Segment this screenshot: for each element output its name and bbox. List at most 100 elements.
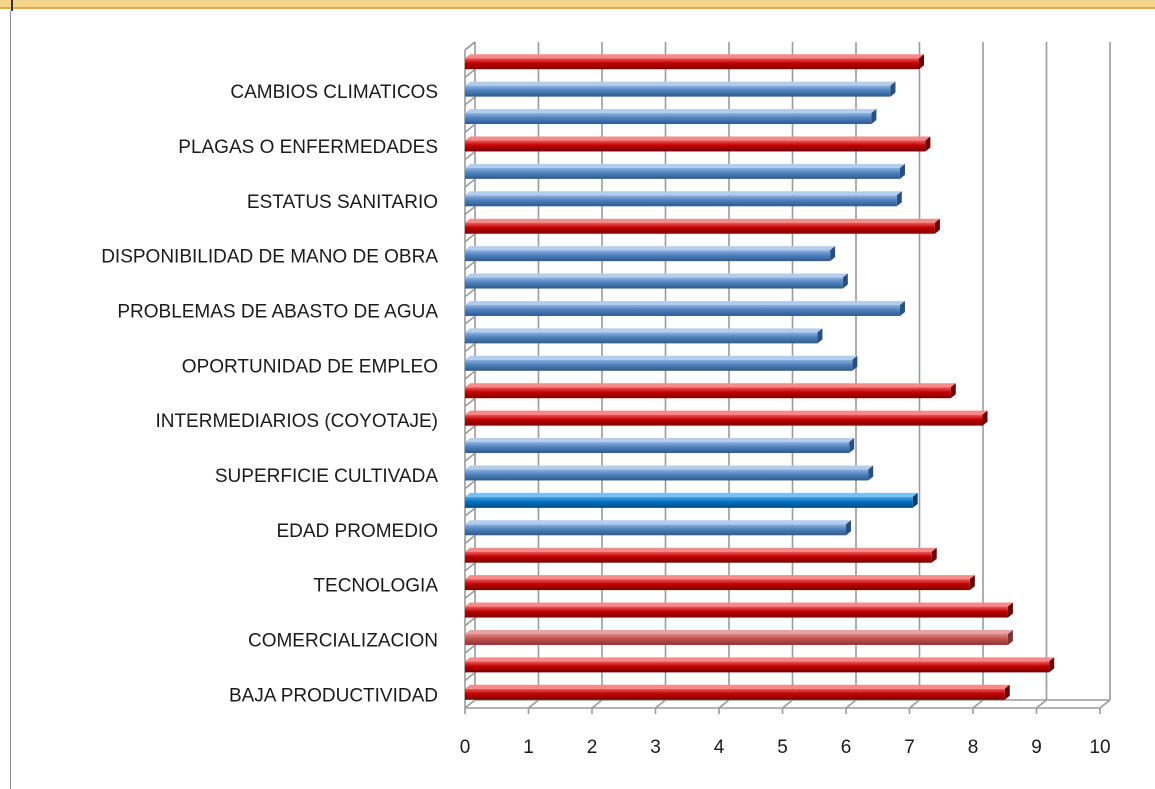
category-label: OPORTUNIDAD DE EMPLEO: [182, 356, 438, 377]
category-tick: [464, 370, 476, 380]
category-tick: [464, 288, 476, 298]
category-tick: [464, 671, 476, 682]
bar-top-face: [465, 438, 855, 443]
bar-18: [465, 191, 902, 207]
bar-front-face: [465, 58, 920, 70]
category-tick: [464, 644, 476, 654]
bar-front-face: [465, 442, 850, 454]
x-tick-label: 4: [714, 737, 725, 758]
category-label: EDAD PROMEDIO: [276, 521, 438, 542]
bar-end-face: [842, 273, 848, 289]
category-label: PLAGAS O ENFERMEDADES: [178, 137, 438, 158]
bar-end-face: [969, 575, 975, 591]
category-label: SUPERFICIE CULTIVADA: [215, 466, 438, 487]
bar-front-face: [465, 469, 869, 481]
floor-diagonal-7: [909, 699, 920, 709]
bar-22: [465, 81, 896, 97]
bar-top-face: [465, 520, 851, 525]
x-tick-label: 8: [968, 737, 979, 758]
category-tick: [464, 205, 476, 216]
bar-1: [465, 657, 1055, 673]
bar-end-face: [868, 465, 874, 481]
bar-14: [465, 300, 905, 316]
bar-end-face: [934, 218, 940, 234]
bar-end-face: [817, 328, 823, 344]
bar-top-face: [465, 492, 918, 497]
category-tick: [464, 178, 476, 188]
bar-8: [465, 465, 874, 481]
bar-front-face: [465, 113, 872, 125]
x-tick-labels: 0 1 2 3 4 5 6 7 8 9 10: [460, 737, 1111, 758]
bar-top-face: [465, 629, 1013, 634]
bar-0: [465, 684, 1010, 700]
bar-9: [465, 438, 855, 454]
bar-end-face: [849, 438, 855, 454]
bar-top-face: [465, 273, 848, 278]
bar-19: [465, 163, 905, 179]
category-label: BAJA PRODUCTIVIDAD: [229, 685, 438, 706]
category-label: PROBLEMAS DE ABASTO DE AGUA: [117, 301, 438, 322]
bar-end-face: [846, 520, 851, 536]
bar-end-face: [1004, 684, 1010, 700]
bar-front-face: [465, 606, 1008, 618]
category-tick: [464, 452, 476, 462]
bar-5: [465, 547, 937, 563]
bar-end-face: [925, 136, 931, 152]
category-tick: [464, 480, 476, 490]
bar-end-face: [919, 54, 925, 70]
bar-17: [465, 218, 940, 234]
x-tick-label: 2: [587, 737, 598, 758]
bar-21: [465, 109, 877, 125]
x-tick-label: 3: [650, 737, 661, 758]
bar-12: [465, 355, 858, 371]
bar-7: [465, 492, 918, 508]
x-tick-label: 9: [1031, 737, 1042, 758]
bar-end-face: [982, 410, 988, 426]
cursor-mark: [11, 0, 13, 11]
bar-20: [465, 136, 931, 152]
category-tick: [464, 425, 476, 435]
category-label: CAMBIOS CLIMATICOS: [230, 82, 438, 103]
bar-2: [465, 629, 1013, 645]
bars: [465, 54, 1055, 700]
floor-diagonal-4: [718, 699, 730, 709]
bar-end-face: [896, 191, 902, 207]
bar-end-face: [950, 383, 956, 399]
category-tick: [464, 507, 476, 517]
category-tick: [464, 699, 476, 709]
bar-end-face: [871, 109, 877, 125]
bar-top-face: [465, 191, 902, 196]
bar-end-face: [1049, 657, 1055, 673]
bar-front-face: [465, 250, 831, 262]
x-tick-label: 7: [904, 737, 915, 758]
bar-3: [465, 602, 1013, 618]
bar-top-face: [465, 300, 905, 305]
bar-15: [465, 273, 848, 289]
bar-front-face: [465, 304, 900, 316]
bar-front-face: [465, 277, 843, 289]
bar-front-face: [465, 524, 846, 536]
category-tick: [464, 123, 476, 133]
bar-top-face: [465, 684, 1010, 689]
bar-front-face: [465, 222, 935, 234]
frame-left-border: [10, 11, 11, 789]
gridlines: [528, 42, 1111, 709]
bar-front-face: [465, 359, 853, 371]
x-tick-label: 0: [460, 737, 471, 758]
top-border-strip: [0, 0, 1155, 9]
category-tick: [464, 260, 476, 270]
bar-top-face: [465, 81, 896, 86]
category-tick: [464, 233, 476, 243]
category-tick: [464, 315, 476, 325]
category-label: COMERCIALIZACION: [248, 630, 438, 651]
bar-top-face: [465, 218, 940, 223]
bar-front-face: [465, 85, 891, 97]
bar-front-face: [465, 332, 818, 344]
x-tick-label: 10: [1089, 737, 1110, 758]
bar-front-face: [465, 551, 932, 563]
category-label: DISPONIBILIDAD DE MANO DE OBRA: [101, 247, 438, 268]
bar-top-face: [465, 246, 836, 251]
bar-front-face: [465, 167, 900, 179]
